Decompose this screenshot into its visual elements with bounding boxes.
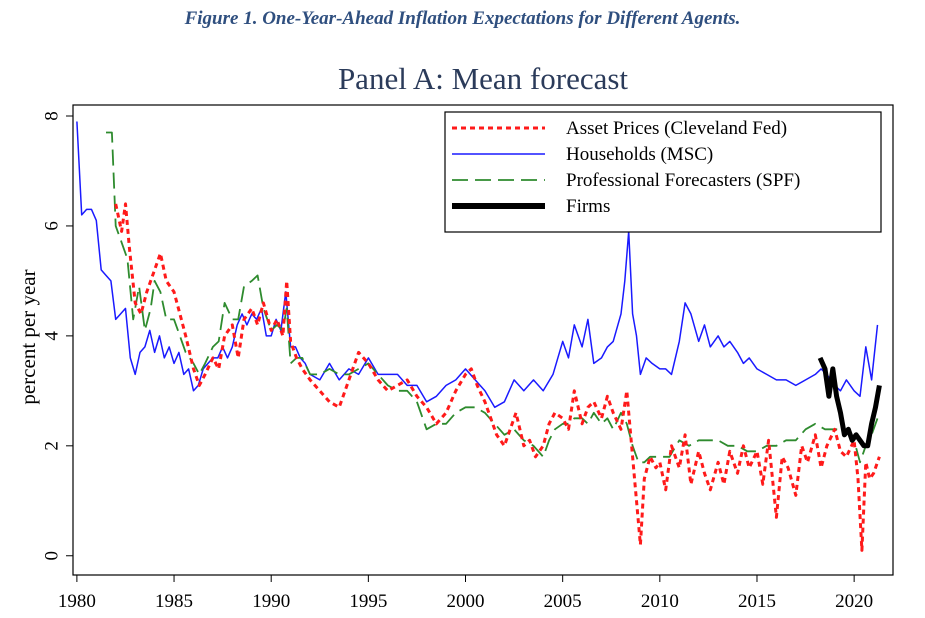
legend-label: Households (MSC) (566, 144, 713, 165)
plot-frame (72, 104, 894, 576)
axes (72, 104, 894, 576)
x-tick-label: 2010 (641, 591, 679, 612)
x-tick-label: 1990 (252, 591, 290, 612)
y-axis-title: percent per year (16, 269, 40, 404)
series-layer (76, 121, 882, 552)
x-tick-label: 2015 (738, 591, 776, 612)
x-tick-label: 1995 (349, 591, 387, 612)
legend-box (444, 111, 882, 233)
series-line-0 (114, 202, 881, 552)
y-tick-label: 2 (41, 441, 62, 451)
y-tick-label: 4 (41, 331, 62, 341)
y-tick-label: 0 (41, 551, 62, 561)
chart-title: Panel A: Mean forecast (338, 61, 628, 96)
y-tick-label: 6 (41, 221, 62, 231)
x-tick-label: 1985 (155, 591, 193, 612)
x-tick-label: 2005 (544, 591, 582, 612)
legend: Asset Prices (Cleveland Fed) Households (… (444, 111, 882, 233)
figure-caption: Figure 1. One-Year-Ahead Inflation Expec… (184, 8, 741, 29)
legend-label: Professional Forecasters (SPF) (566, 170, 800, 191)
legend-label: Asset Prices (Cleveland Fed) (566, 118, 787, 139)
series-line-3 (817, 356, 882, 449)
x-tick-label: 2020 (835, 591, 873, 612)
y-tick-label: 8 (41, 111, 62, 121)
x-tick-label: 1980 (58, 591, 96, 612)
series-line-1 (76, 121, 879, 409)
ticks: 1980 1985 1990 1995 2000 2005 2010 2015 2020 0 2 4 6… (41, 111, 873, 612)
x-tick-label: 2000 (447, 591, 485, 612)
series-line-2 (106, 131, 879, 464)
legend-label: Firms (566, 196, 610, 217)
